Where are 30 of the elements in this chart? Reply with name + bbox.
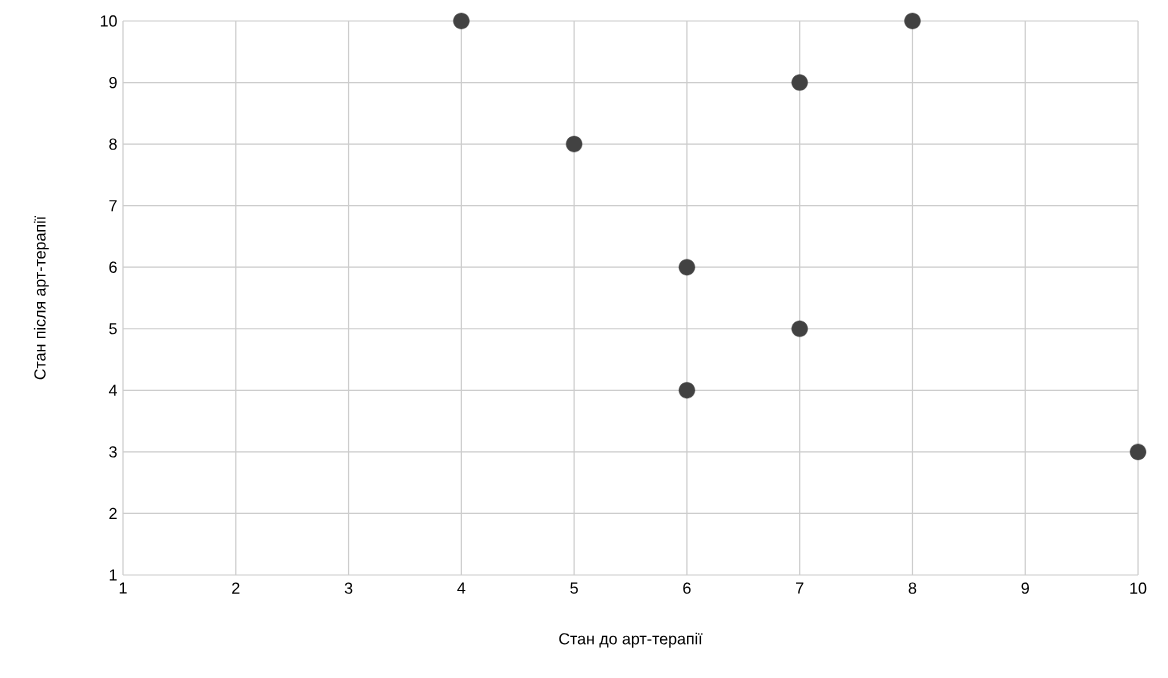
point: [678, 382, 696, 399]
x-tick-label: 8: [908, 582, 917, 594]
x-tick-label: 4: [457, 582, 466, 594]
x-tick-label: 2: [232, 582, 240, 594]
x-tick-label: 7: [796, 582, 804, 594]
y-tick-label: 1: [109, 569, 117, 581]
x-axis-title: Стан до арт-терапії: [559, 632, 703, 648]
point: [1129, 443, 1147, 461]
point: [791, 74, 808, 91]
y-axis-title: Стан після арт-терапії: [33, 216, 49, 380]
point: [791, 320, 808, 337]
y-tick-label: 7: [109, 200, 117, 212]
y-tick-label: 3: [109, 446, 117, 458]
x-tick-label: 5: [570, 582, 578, 594]
x-tick-label: 1: [119, 582, 127, 594]
x-tick-label: 9: [1021, 582, 1029, 594]
x-tick-label: 6: [683, 582, 691, 594]
point: [565, 135, 583, 153]
y-tick-label: 9: [109, 76, 117, 89]
x-tick-label: 10: [1130, 582, 1147, 594]
y-tick-label: 10: [100, 15, 117, 27]
y-tick-label: 2: [109, 507, 117, 520]
x-tick-label: 3: [344, 582, 353, 594]
y-tick-label: 8: [109, 138, 117, 150]
point: [453, 12, 470, 30]
y-tick-label: 4: [108, 384, 117, 396]
y-tick-label: 5: [109, 323, 117, 335]
point: [904, 12, 921, 30]
y-tick-label: 6: [109, 261, 117, 273]
point: [678, 259, 696, 276]
